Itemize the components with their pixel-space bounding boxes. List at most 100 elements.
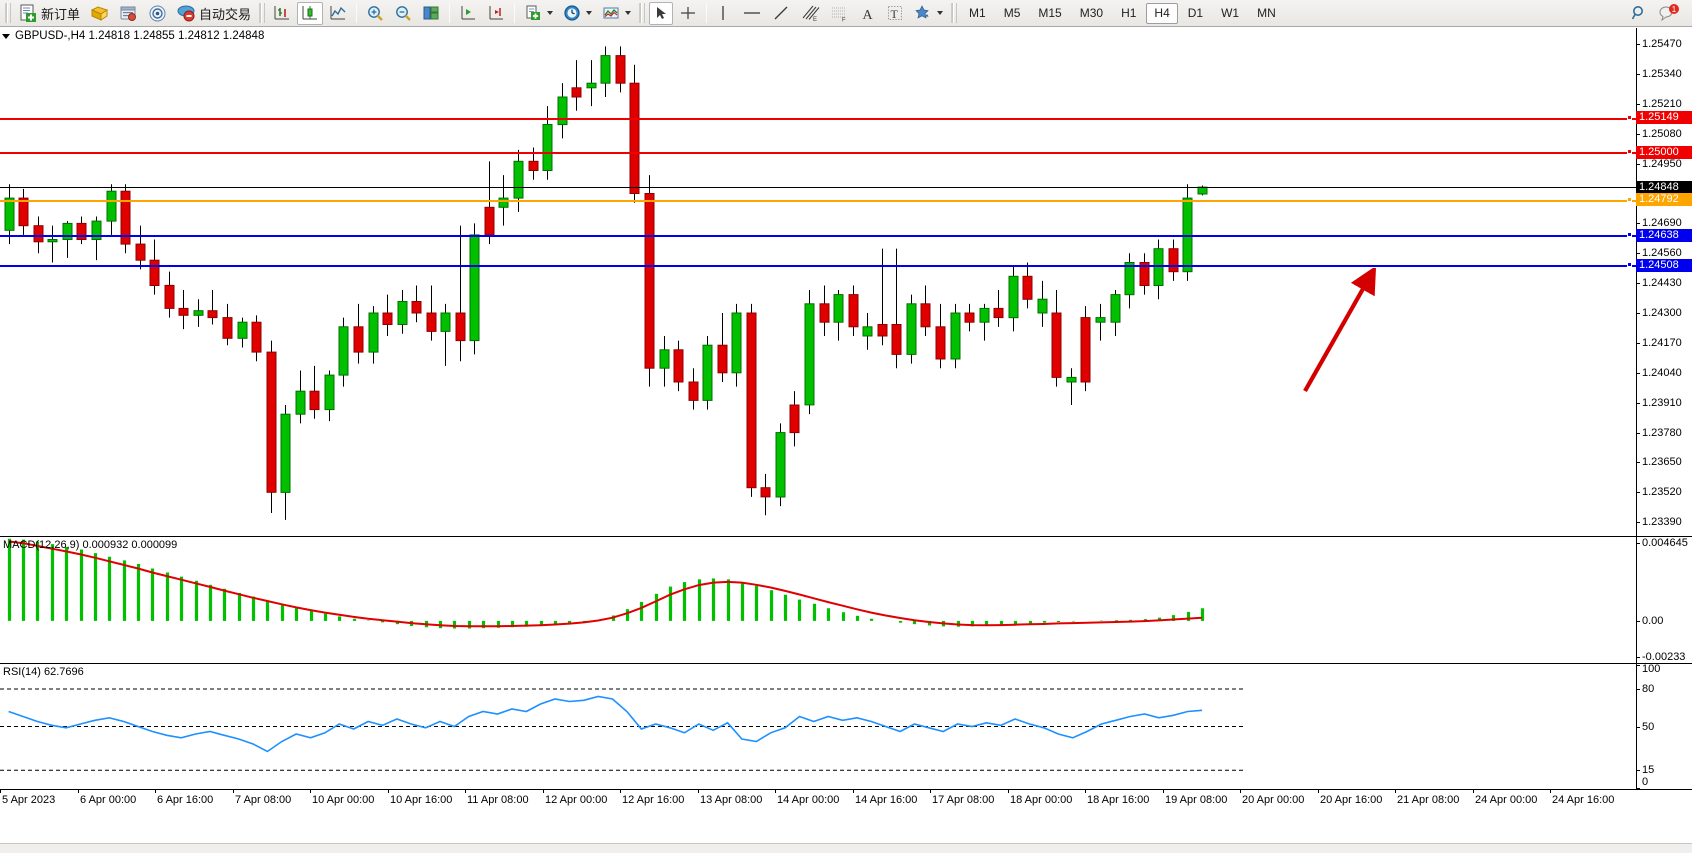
text-label-button[interactable]: T <box>882 2 908 25</box>
rsi-tick-label: 80 <box>1642 683 1655 695</box>
macd-tick <box>1637 543 1640 544</box>
equidistant-channel-button[interactable]: E <box>796 2 824 25</box>
macd-tick-label: 0.004645 <box>1642 537 1688 549</box>
price-tick <box>1637 432 1640 434</box>
timeframe-m30[interactable]: M30 <box>1079 6 1104 20</box>
symbol-header[interactable]: GBPUSD-,H4 1.24818 1.24855 1.24812 1.248… <box>2 30 265 42</box>
resistance-line-2-handle[interactable] <box>1627 149 1632 155</box>
notifications-button[interactable]: 1 <box>1654 2 1684 25</box>
price-pane-plot[interactable]: GBPUSD-,H4 1.24818 1.24855 1.24812 1.248… <box>0 28 1636 536</box>
time-axis-label: 14 Apr 00:00 <box>777 794 840 806</box>
price-pane[interactable]: GBPUSD-,H4 1.24818 1.24855 1.24812 1.248… <box>0 28 1692 536</box>
macd-pane[interactable]: MACD(12,26,9) 0.000932 0.000099 0.004645… <box>0 536 1692 663</box>
macd-scale[interactable]: 0.004645 0.00 -0.00233 <box>1636 537 1692 663</box>
rsi-plot[interactable]: RSI(14) 62.7696 <box>0 664 1636 789</box>
auto-scroll-button[interactable] <box>483 2 509 25</box>
navigator-button[interactable] <box>144 2 171 25</box>
period-button[interactable] <box>559 2 596 25</box>
crosshair-button[interactable] <box>675 2 701 25</box>
zoom-in-button[interactable] <box>362 2 388 25</box>
rsi-pane[interactable]: RSI(14) 62.7696 100 80 50 15 0 <box>0 663 1692 789</box>
resistance-tag-1[interactable]: 1.25149 <box>1636 111 1692 125</box>
time-axis-label: 5 Apr 2023 <box>2 794 56 806</box>
support-line-1[interactable] <box>0 235 1636 238</box>
time-tick <box>1395 790 1396 793</box>
time-axis-label: 12 Apr 00:00 <box>545 794 608 806</box>
orange-level-line[interactable] <box>0 199 1636 202</box>
market-watch-button[interactable] <box>86 2 113 25</box>
candlestick-chart-button[interactable] <box>297 1 324 25</box>
vertical-line-button[interactable] <box>712 2 736 25</box>
search-button[interactable] <box>1626 2 1652 25</box>
timeframe-w1[interactable]: W1 <box>1221 6 1240 20</box>
support-line-1-handle[interactable] <box>1627 232 1632 238</box>
time-axis-label: 21 Apr 08:00 <box>1397 794 1460 806</box>
chart-area[interactable]: GBPUSD-,H4 1.24818 1.24855 1.24812 1.248… <box>0 27 1692 853</box>
fibonacci-button[interactable]: F <box>826 2 854 25</box>
price-tick <box>1637 253 1640 255</box>
toolbar-grip-3[interactable] <box>639 3 646 23</box>
orange-level-line-handle[interactable] <box>1627 196 1632 202</box>
price-tick <box>1637 313 1640 315</box>
horizontal-line-button[interactable] <box>738 2 766 25</box>
orange-level-tag[interactable]: 1.24792 <box>1636 193 1692 207</box>
timeframe-m5[interactable]: M5 <box>1003 6 1021 20</box>
macd-plot[interactable]: MACD(12,26,9) 0.000932 0.000099 <box>0 537 1636 663</box>
templates-button[interactable] <box>520 2 557 25</box>
chevron-down-icon[interactable] <box>2 33 10 39</box>
bar-chart-button[interactable] <box>269 2 295 25</box>
macd-series <box>7 538 1205 629</box>
time-axis-label: 7 Apr 08:00 <box>235 794 292 806</box>
chart-shift-button[interactable] <box>455 2 481 25</box>
candlestick-icon <box>301 4 319 22</box>
price-tick <box>1637 44 1640 46</box>
timeframe-h4[interactable]: H4 <box>1146 2 1178 24</box>
support-line-2-handle[interactable] <box>1627 262 1632 268</box>
time-axis-label: 19 Apr 08:00 <box>1165 794 1228 806</box>
chevron-down-icon[interactable] <box>625 11 632 15</box>
time-axis[interactable]: 5 Apr 2023 6 Apr 00:00 6 Apr 16:00 7 Apr 08… <box>0 789 1692 810</box>
new-order-icon <box>19 4 38 23</box>
rsi-tick-label: 100 <box>1642 663 1661 675</box>
support-tag-2[interactable]: 1.24508 <box>1636 258 1692 272</box>
support-line-2[interactable] <box>0 265 1636 268</box>
toolbar-grip-4[interactable] <box>951 3 958 23</box>
cursor-button[interactable] <box>649 1 674 25</box>
new-order-button[interactable]: 新订单 <box>15 2 84 25</box>
resistance-tag-2[interactable]: 1.25000 <box>1636 145 1692 159</box>
timeframe-mn[interactable]: MN <box>1257 6 1276 20</box>
resistance-line-2[interactable] <box>0 152 1636 155</box>
toolbar-grip-2[interactable] <box>259 3 266 23</box>
timeframe-m1[interactable]: M1 <box>969 6 986 20</box>
text-button[interactable]: A <box>856 2 880 25</box>
time-axis-label: 24 Apr 00:00 <box>1475 794 1538 806</box>
zoom-out-button[interactable] <box>390 2 416 25</box>
resistance-line-1[interactable] <box>0 117 1636 120</box>
toolbar-grip[interactable] <box>5 3 11 23</box>
timeframe-h1[interactable]: H1 <box>1121 6 1137 20</box>
chevron-down-icon[interactable] <box>937 11 944 15</box>
chevron-down-icon[interactable] <box>586 11 593 15</box>
shapes-button[interactable] <box>910 2 947 25</box>
resistance-line-1-handle[interactable] <box>1627 114 1632 120</box>
time-tick <box>388 790 389 793</box>
chevron-down-icon[interactable] <box>547 11 554 15</box>
line-chart-button[interactable] <box>325 2 351 25</box>
trendline-button[interactable] <box>768 2 794 25</box>
timeframe-d1[interactable]: D1 <box>1187 6 1204 20</box>
template-icon <box>524 4 542 22</box>
price-tick-label: 1.23390 <box>1642 516 1682 529</box>
up-arrow-annotation[interactable] <box>1300 268 1410 398</box>
time-tick <box>620 790 621 793</box>
time-axis-label: 24 Apr 16:00 <box>1552 794 1615 806</box>
price-tick-label: 1.24950 <box>1642 157 1682 170</box>
support-tag-1[interactable]: 1.24638 <box>1636 228 1692 242</box>
price-scale[interactable]: 1.25470 1.25340 1.25210 1.25080 1.24950 1.246… <box>1636 28 1692 536</box>
price-tick-label: 1.24430 <box>1642 277 1682 290</box>
rsi-scale[interactable]: 100 80 50 15 0 <box>1636 664 1692 789</box>
indicators-button[interactable] <box>598 2 635 25</box>
data-window-button[interactable] <box>115 2 142 25</box>
chart-grid-button[interactable] <box>418 2 444 25</box>
auto-trading-button[interactable]: 自动交易 <box>173 2 255 25</box>
timeframe-m15[interactable]: M15 <box>1038 6 1062 20</box>
